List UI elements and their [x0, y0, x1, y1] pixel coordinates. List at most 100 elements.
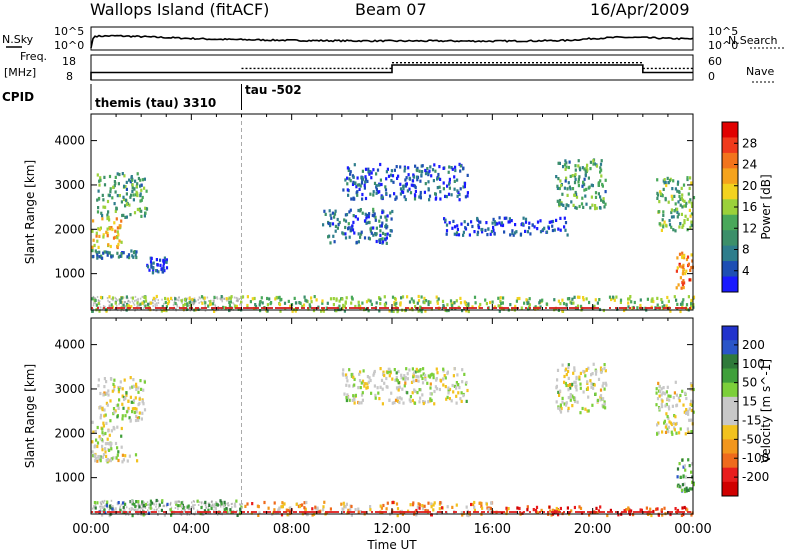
scatter-cell: [678, 399, 681, 403]
scatter-cell: [349, 208, 352, 212]
scatter-cell: [426, 167, 429, 171]
colorbar-tick-label: 28: [742, 136, 757, 150]
scatter-cell: [98, 179, 101, 183]
scatter-cell: [491, 300, 494, 304]
scatter-cell: [427, 300, 430, 304]
ground-scatter: [177, 508, 179, 511]
ground-scatter: [153, 508, 155, 511]
ground-scatter: [226, 299, 228, 302]
scatter-cell: [92, 254, 95, 259]
scatter-cell: [451, 383, 454, 388]
near-range-cell: [185, 511, 187, 513]
ground-scatter: [155, 505, 157, 508]
scatter-cell: [397, 174, 400, 178]
scatter-cell: [563, 374, 566, 379]
scatter-cell: [440, 506, 444, 510]
scatter-cell: [141, 411, 144, 415]
near-range-cell: [465, 307, 467, 309]
scatter-cell: [128, 454, 131, 458]
scatter-cell: [420, 374, 423, 378]
scatter-cell: [356, 217, 359, 221]
scatter-cell: [655, 507, 658, 511]
near-range-cell: [425, 307, 427, 309]
scatter-cell: [567, 409, 570, 413]
scatter-cell: [400, 189, 403, 193]
scatter-cell: [214, 506, 217, 510]
scatter-cell: [120, 434, 123, 438]
scatter-cell: [117, 182, 120, 186]
scatter-cell: [314, 505, 317, 509]
scatter-cell: [408, 300, 412, 304]
scatter-cell: [97, 378, 100, 382]
near-range-cell: [97, 511, 99, 513]
ground-scatter: [198, 301, 200, 304]
scatter-cell: [650, 513, 653, 518]
scatter-cell: [672, 215, 675, 219]
scatter-cell: [571, 174, 574, 178]
scatter-cell: [411, 391, 414, 395]
scatter-cell: [219, 499, 222, 503]
scatter-cell: [225, 507, 228, 511]
scatter-cell: [497, 304, 500, 308]
ground-scatter: [103, 506, 105, 509]
ground-scatter: [232, 301, 234, 304]
colorbar-segment: [722, 382, 738, 398]
scatter-cell: [665, 423, 668, 427]
scatter-cell: [129, 419, 132, 423]
scatter-cell: [136, 172, 139, 176]
scatter-cell: [120, 426, 123, 431]
scatter-cell: [184, 297, 187, 302]
scatter-cell: [572, 396, 575, 400]
scatter-cell: [686, 307, 689, 311]
near-range-cell: [639, 511, 641, 513]
scatter-cell: [661, 300, 664, 304]
ground-scatter: [199, 501, 201, 504]
scatter-cell: [279, 309, 282, 313]
scatter-cell: [96, 173, 99, 177]
near-range-cell: [361, 307, 363, 309]
scatter-cell: [432, 503, 435, 507]
scatter-cell: [564, 159, 567, 163]
scatter-cell: [120, 240, 123, 244]
scatter-cell: [689, 268, 692, 272]
ground-scatter: [152, 502, 155, 505]
scatter-cell: [379, 229, 382, 233]
near-range-cell: [445, 511, 447, 513]
colorbar-segment: [722, 199, 738, 216]
ground-scatter: [192, 303, 195, 306]
scatter-cell: [685, 408, 688, 412]
scatter-cell: [187, 504, 190, 508]
scatter-cell: [412, 175, 415, 179]
scatter-cell: [493, 220, 496, 224]
scatter-cell: [663, 304, 666, 308]
scatter-cell: [423, 301, 426, 305]
scatter-cell: [216, 503, 219, 507]
scatter-cell: [561, 192, 564, 196]
ground-scatter: [201, 501, 203, 504]
scatter-cell: [369, 227, 372, 231]
ground-scatter: [137, 503, 140, 505]
scatter-cell: [100, 211, 103, 215]
scatter-cell: [551, 228, 554, 233]
scatter-cell: [108, 442, 111, 446]
near-range-cell: [557, 511, 559, 513]
scatter-cell: [102, 421, 105, 425]
near-range-cell: [289, 511, 291, 513]
ground-scatter: [146, 504, 149, 506]
near-range-cell: [583, 307, 585, 309]
scatter-cell: [682, 263, 685, 267]
scatter-cell: [565, 303, 568, 307]
scatter-cell: [109, 244, 112, 249]
scatter-cell: [325, 306, 328, 310]
scatter-cell: [97, 301, 100, 306]
scatter-cell: [571, 187, 575, 191]
scatter-cell: [356, 176, 359, 180]
scatter-cell: [492, 228, 495, 232]
scatter-cell: [424, 378, 427, 382]
scatter-cell: [114, 441, 118, 446]
ground-scatter: [102, 305, 105, 307]
near-range-cell: [219, 307, 221, 309]
ground-scatter: [220, 505, 222, 508]
scatter-cell: [140, 198, 143, 202]
scatter-cell: [278, 303, 282, 307]
